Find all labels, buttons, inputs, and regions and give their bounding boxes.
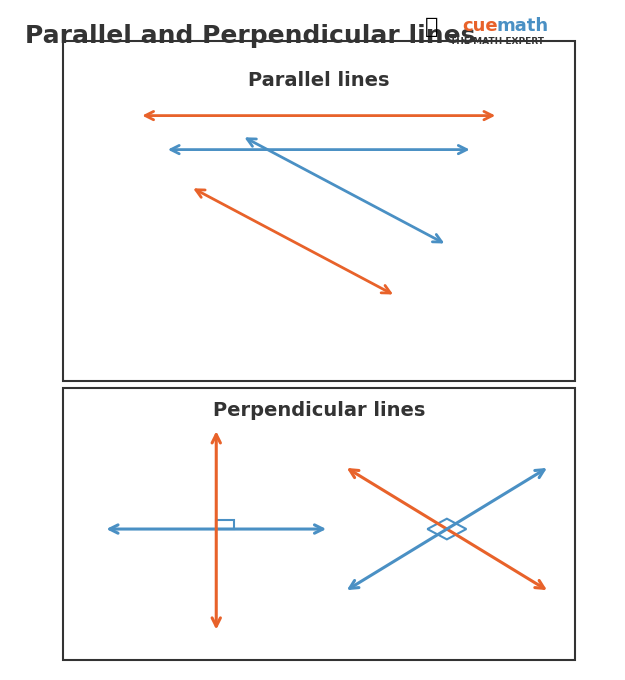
Text: 🚀: 🚀 bbox=[425, 17, 438, 37]
Bar bbox=[62, 41, 575, 381]
Text: math: math bbox=[497, 17, 549, 35]
Bar bbox=[216, 520, 234, 529]
Text: Parallel and Perpendicular lines: Parallel and Perpendicular lines bbox=[25, 24, 476, 48]
Text: cue: cue bbox=[462, 17, 498, 35]
Text: THE MATH EXPERT: THE MATH EXPERT bbox=[450, 37, 544, 46]
Bar bbox=[62, 388, 575, 660]
Text: Perpendicular lines: Perpendicular lines bbox=[213, 401, 425, 420]
Text: Parallel lines: Parallel lines bbox=[248, 71, 389, 90]
